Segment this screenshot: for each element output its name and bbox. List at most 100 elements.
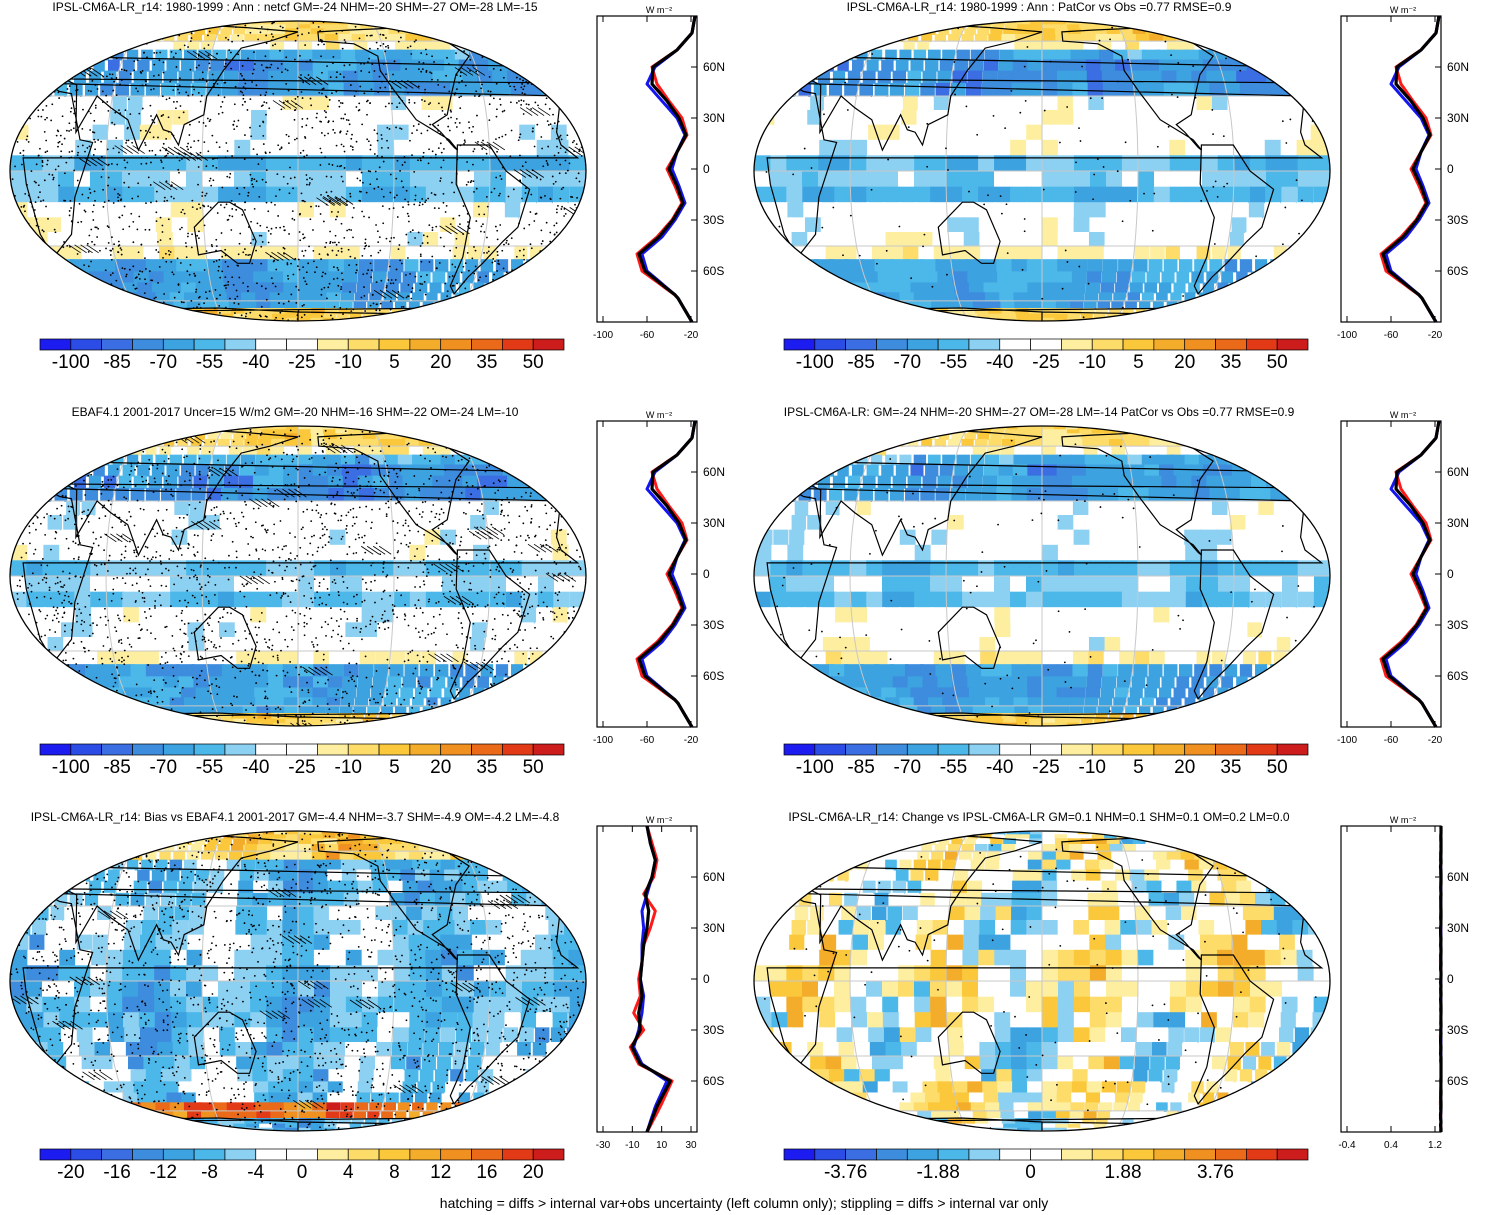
stipple-dot	[452, 316, 455, 319]
field-cell	[982, 320, 998, 321]
field-cell	[1170, 49, 1190, 61]
stipple-dot	[233, 302, 236, 304]
field-cell	[1089, 320, 1100, 321]
stipple-dot	[379, 33, 382, 36]
stipple-dot	[167, 249, 170, 252]
stipple-dot	[421, 283, 424, 286]
field-cell	[224, 59, 240, 72]
field-cell	[866, 171, 884, 188]
field-cell	[272, 28, 286, 35]
field-cell	[1137, 21, 1155, 26]
field-cell	[441, 202, 458, 219]
field-cell	[130, 259, 150, 273]
field-cell	[1132, 28, 1151, 35]
stipple-dot	[242, 18, 244, 20]
stipple-dot	[482, 223, 484, 226]
field-cell	[1116, 317, 1127, 321]
field-cell	[424, 217, 440, 234]
stipple-dot	[580, 204, 583, 207]
stipple-dot	[448, 90, 451, 93]
stipple-dot	[544, 80, 546, 83]
field-cell	[456, 426, 478, 428]
field-cell	[1297, 155, 1315, 172]
stipple-dot	[133, 69, 136, 72]
field-cell	[962, 171, 980, 188]
field-cell	[1119, 28, 1137, 35]
stipple-dot	[302, 81, 305, 84]
field-cell	[840, 33, 850, 43]
field-cell	[1308, 232, 1322, 247]
stipple-dot	[473, 246, 475, 248]
field-cell	[427, 28, 447, 35]
field-cell	[914, 155, 931, 172]
stipple-dot	[58, 323, 60, 325]
stipple-dot	[330, 190, 333, 193]
stipple-dot	[119, 199, 122, 202]
field-cell	[34, 282, 57, 294]
field-cell	[1068, 308, 1082, 315]
field-cell	[1004, 317, 1020, 321]
field-cell	[479, 313, 486, 319]
stipple-dot	[331, 241, 334, 244]
stipple-dot	[1087, 282, 1090, 285]
stipple-dot	[522, 254, 525, 257]
stipple-dot	[15, 230, 18, 233]
field-cell	[107, 139, 124, 157]
stipple-dot	[161, 95, 164, 98]
field-cell	[298, 41, 314, 51]
field-cell	[422, 24, 442, 30]
field-cell	[1086, 271, 1102, 284]
stipple-dot	[558, 172, 561, 175]
stipple-dot	[157, 251, 160, 254]
stipple-dot	[426, 274, 428, 276]
stipple-dot	[197, 139, 200, 142]
field-cell	[1127, 292, 1140, 302]
stipple-dot	[49, 322, 51, 324]
stipple-dot	[468, 18, 470, 20]
stipple-dot	[520, 303, 523, 306]
stipple-dot	[120, 248, 123, 251]
field-cell	[131, 320, 152, 321]
field-cell	[155, 49, 168, 61]
stipple-dot	[270, 63, 273, 66]
field-cell	[1216, 317, 1222, 321]
stipple-dot	[173, 318, 176, 321]
field-cell	[851, 59, 864, 72]
field-cell	[981, 82, 997, 97]
field-cell	[469, 49, 490, 61]
stipple-dot	[1292, 76, 1295, 78]
stipple-dot	[109, 274, 112, 276]
field-cell	[813, 292, 836, 302]
field-cell	[825, 246, 846, 261]
field-cell	[405, 21, 424, 26]
field-cell	[828, 82, 843, 97]
field-cell	[1018, 21, 1031, 26]
stipple-dot	[537, 104, 539, 107]
stipple-dot	[489, 295, 492, 298]
field-cell	[1113, 49, 1131, 61]
stipple-dot	[312, 21, 315, 24]
field-cell	[792, 300, 815, 310]
stipple-dot	[542, 260, 544, 263]
field-cell	[1281, 186, 1298, 204]
field-cell	[1073, 155, 1091, 172]
field-cell	[832, 70, 846, 84]
stipple-dot	[40, 92, 42, 94]
field-cell	[930, 317, 948, 321]
field-cell	[298, 186, 315, 204]
field-cell	[343, 259, 359, 273]
stipple-dot	[810, 167, 813, 169]
stipple-dot	[563, 108, 566, 111]
stipple-dot	[1316, 27, 1319, 29]
field-cell	[471, 124, 490, 141]
colorbar-segment	[101, 338, 133, 351]
hatch-line	[126, 145, 139, 154]
stipple-dot	[546, 164, 549, 166]
field-cell	[195, 59, 210, 72]
stipple-dot	[1322, 225, 1324, 228]
stipple-dot	[497, 260, 500, 262]
stipple-dot	[115, 294, 118, 297]
stipple-dot	[968, 190, 970, 193]
stipple-dot	[179, 77, 181, 80]
field-cell	[1266, 70, 1287, 84]
